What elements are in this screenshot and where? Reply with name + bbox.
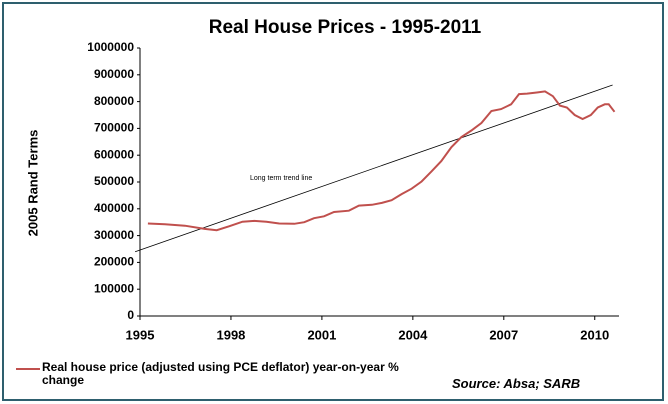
chart-frame <box>2 2 664 401</box>
legend-label: Real house price (adjusted using PCE def… <box>42 360 399 387</box>
chart-title: Real House Prices - 1995-2011 <box>209 17 482 38</box>
y-axis-label: 2005 Rand Terms <box>25 130 40 237</box>
x-tick-label: 1995 <box>126 327 155 342</box>
y-tick-label: 0 <box>127 308 134 322</box>
y-tick-label: 1000000 <box>87 40 134 54</box>
y-tick-label: 600000 <box>94 147 134 161</box>
y-tick-label: 900000 <box>94 67 134 81</box>
x-tick-label: 2007 <box>489 327 518 342</box>
y-tick-label: 300000 <box>94 228 134 242</box>
x-tick-label: 1998 <box>216 327 245 342</box>
data-line <box>147 90 616 232</box>
trend-line <box>134 84 613 253</box>
y-tick-label: 200000 <box>94 255 134 269</box>
y-tick-label: 500000 <box>94 174 134 188</box>
trend-line-label: Long term trend line <box>250 175 312 182</box>
source-note: Source: Absa; SARB <box>452 376 581 391</box>
x-tick-label: 2001 <box>307 327 336 342</box>
y-tick-label: 400000 <box>94 201 134 215</box>
y-tick-label: 100000 <box>94 281 134 295</box>
x-tick-label: 2010 <box>580 327 609 342</box>
x-tick-label: 2004 <box>398 327 428 342</box>
y-tick-label: 800000 <box>94 94 134 108</box>
y-tick-label: 700000 <box>94 121 134 135</box>
